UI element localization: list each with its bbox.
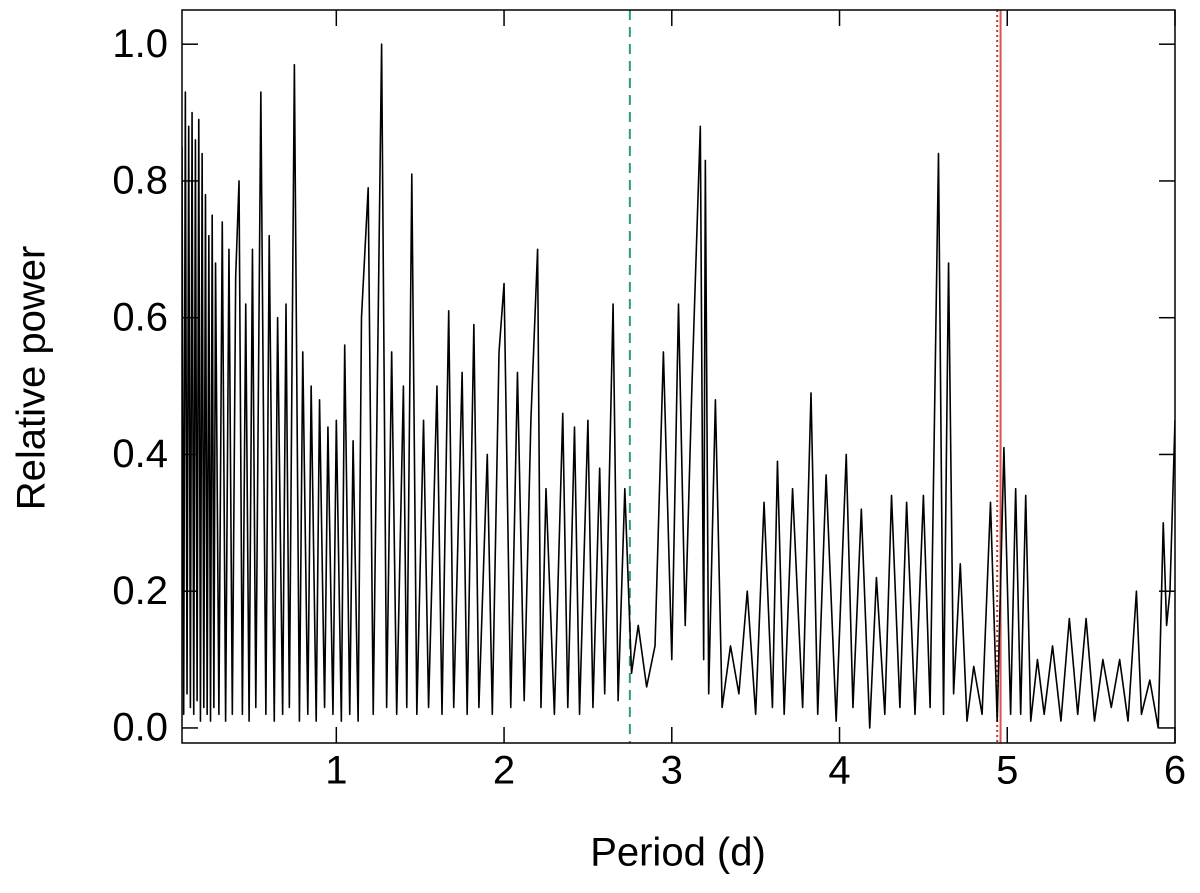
x-tick-label: 4 [828, 749, 850, 793]
y-tick-label: 1.0 [112, 22, 168, 66]
y-tick-label: 0.8 [112, 159, 168, 203]
y-tick-label: 0.2 [112, 569, 168, 613]
x-tick-label: 1 [325, 749, 347, 793]
x-tick-label: 2 [493, 749, 515, 793]
y-tick-label: 0.0 [112, 706, 168, 750]
periodogram-line [182, 43, 1175, 729]
x-tick-label: 5 [996, 749, 1018, 793]
y-tick-label: 0.4 [112, 432, 168, 476]
y-tick-label: 0.6 [112, 295, 168, 339]
plot-frame [181, 9, 1176, 744]
y-axis-label: Relative power [10, 246, 54, 511]
x-tick-label: 6 [1164, 749, 1186, 793]
x-axis-label: Period (d) [590, 831, 766, 875]
x-tick-label: 3 [661, 749, 683, 793]
